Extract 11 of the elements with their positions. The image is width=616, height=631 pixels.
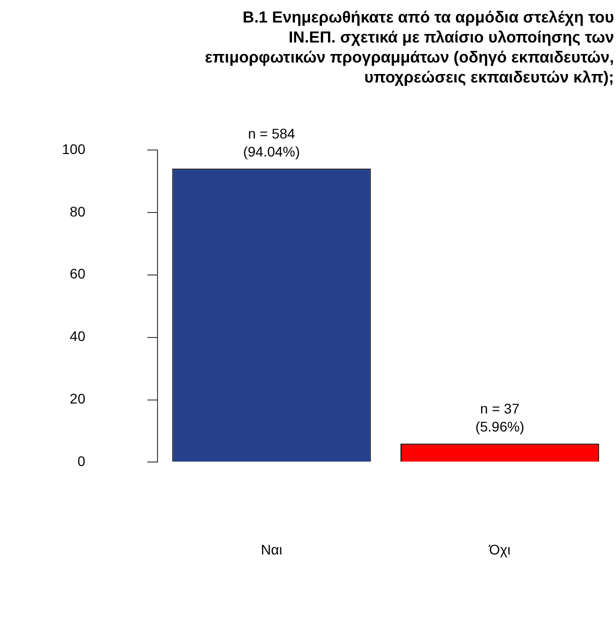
- x-tick-label: Όχι: [488, 541, 510, 558]
- y-tick-label: 60: [70, 266, 86, 282]
- x-tick-label: Ναι: [260, 541, 282, 558]
- data-label: n = 37 (5.96%): [475, 400, 524, 435]
- y-tick-label: 20: [70, 390, 86, 407]
- chart-title: B.1 Ενημερωθήκατε από τα αρμόδια στελέχη του ΙΝ.ΕΠ. σχετικά με πλαίσιο υλοποίησης των επιμορφωτικών προγραμμάτων (οδηγό εκπαιδευτών, υποχρεώσεις εκπαιδευτών κλπ);: [204, 9, 614, 86]
- data-label: n = 584 (94.04%): [243, 126, 300, 160]
- y-tick-label: 80: [70, 203, 86, 220]
- y-tick-label: 0: [78, 453, 86, 470]
- y-tick-label: 100: [62, 140, 86, 157]
- y-tick-label: 40: [70, 328, 86, 344]
